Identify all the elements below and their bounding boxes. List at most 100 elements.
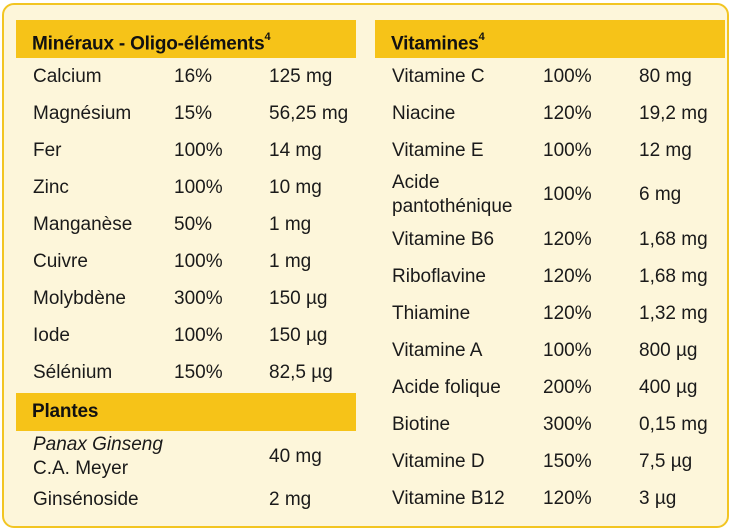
- mineral-pct: 150%: [174, 362, 223, 383]
- plant-name-line2: C.A. Meyer: [33, 458, 129, 479]
- mineral-name: Iode: [33, 325, 70, 346]
- vitamin-pct: 300%: [543, 414, 592, 435]
- mineral-pct: 100%: [174, 325, 223, 346]
- plants-header: Plantes: [16, 393, 356, 431]
- mineral-amount: 1 mg: [269, 251, 312, 272]
- mineral-amount: 150 µg: [269, 288, 328, 309]
- mineral-amount: 1 mg: [269, 214, 312, 235]
- vitamin-name: Vitamine D: [392, 451, 485, 472]
- plant-row-ginsenoside: Ginsénoside 2 mg: [16, 482, 356, 518]
- mineral-row-cuivre: Cuivre 100% 1 mg: [16, 243, 356, 280]
- mineral-row-manganese: Manganèse 50% 1 mg: [16, 206, 356, 243]
- vitamin-row-d: Vitamine D 150% 7,5 µg: [375, 443, 725, 480]
- mineral-row-selenium: Sélénium 150% 82,5 µg: [16, 354, 356, 391]
- plant-name: Panax Ginseng C.A. Meyer: [33, 433, 163, 481]
- vitamin-name: Vitamine A: [392, 340, 483, 361]
- vitamin-name: Biotine: [392, 414, 451, 435]
- mineral-pct: 300%: [174, 288, 223, 309]
- vitamin-row-thiamine: Thiamine 120% 1,32 mg: [375, 295, 725, 332]
- vitamin-amount: 80 mg: [639, 66, 692, 87]
- minerals-title: Minéraux - Oligo-éléments: [32, 33, 265, 55]
- mineral-name: Calcium: [33, 66, 102, 87]
- vitamin-amount: 400 µg: [639, 377, 698, 398]
- mineral-amount: 125 mg: [269, 66, 333, 87]
- vitamin-amount: 6 mg: [639, 184, 682, 205]
- vitamin-amount: 1,68 mg: [639, 229, 708, 250]
- vitamin-row-niacine: Niacine 120% 19,2 mg: [375, 95, 725, 132]
- vitamins-title-sup: 4: [478, 31, 485, 43]
- mineral-row-molybdene: Molybdène 300% 150 µg: [16, 280, 356, 317]
- vitamin-row-folique: Acide folique 200% 400 µg: [375, 369, 725, 406]
- mineral-pct: 100%: [174, 251, 223, 272]
- mineral-pct: 100%: [174, 140, 223, 161]
- mineral-row-zinc: Zinc 100% 10 mg: [16, 169, 356, 206]
- vitamin-amount: 0,15 mg: [639, 414, 708, 435]
- mineral-name: Fer: [33, 140, 62, 161]
- mineral-name: Sélénium: [33, 362, 113, 383]
- mineral-amount: 14 mg: [269, 140, 322, 161]
- mineral-amount: 82,5 µg: [269, 362, 333, 383]
- vitamin-row-c: Vitamine C 100% 80 mg: [375, 58, 725, 95]
- vitamin-amount: 12 mg: [639, 140, 692, 161]
- vitamin-pct: 120%: [543, 103, 592, 124]
- vitamin-row-e: Vitamine E 100% 12 mg: [375, 132, 725, 169]
- vitamin-name: Vitamine C: [392, 66, 485, 87]
- mineral-pct: 50%: [174, 214, 213, 235]
- vitamin-name: Riboflavine: [392, 266, 486, 287]
- vitamin-pct: 100%: [543, 340, 592, 361]
- vitamin-amount: 800 µg: [639, 340, 698, 361]
- vitamin-name-line1: Acide: [392, 172, 440, 193]
- mineral-row-calcium: Calcium 16% 125 mg: [16, 58, 356, 95]
- vitamin-name-line2: pantothénique: [392, 196, 513, 217]
- vitamin-pct: 150%: [543, 451, 592, 472]
- vitamin-pct: 100%: [543, 184, 592, 205]
- left-column: Minéraux - Oligo-éléments4 Calcium 16% 1…: [16, 20, 356, 518]
- mineral-row-iode: Iode 100% 150 µg: [16, 317, 356, 354]
- nutrition-panel: Minéraux - Oligo-éléments4 Calcium 16% 1…: [2, 3, 729, 528]
- right-column: Vitamines4 Vitamine C 100% 80 mg Niacine…: [375, 20, 725, 517]
- vitamin-name: Vitamine B6: [392, 229, 495, 250]
- mineral-name: Magnésium: [33, 103, 132, 124]
- mineral-row-fer: Fer 100% 14 mg: [16, 132, 356, 169]
- mineral-pct: 15%: [174, 103, 213, 124]
- vitamin-row-biotine: Biotine 300% 0,15 mg: [375, 406, 725, 443]
- vitamin-pct: 200%: [543, 377, 592, 398]
- vitamin-name: Acide pantothénique: [392, 171, 512, 219]
- vitamins-title: Vitamines: [391, 33, 479, 55]
- vitamin-amount: 3 µg: [639, 488, 677, 509]
- mineral-name: Zinc: [33, 177, 69, 198]
- mineral-amount: 10 mg: [269, 177, 322, 198]
- mineral-row-magnesium: Magnésium 15% 56,25 mg: [16, 95, 356, 132]
- vitamin-amount: 7,5 µg: [639, 451, 693, 472]
- vitamin-amount: 1,68 mg: [639, 266, 708, 287]
- minerals-header: Minéraux - Oligo-éléments4: [16, 20, 356, 58]
- vitamins-header: Vitamines4: [375, 20, 725, 58]
- vitamin-name: Niacine: [392, 103, 456, 124]
- mineral-name: Manganèse: [33, 214, 133, 235]
- vitamin-name: Thiamine: [392, 303, 471, 324]
- vitamin-row-a: Vitamine A 100% 800 µg: [375, 332, 725, 369]
- plants-title: Plantes: [32, 401, 99, 422]
- minerals-title-sup: 4: [264, 31, 271, 43]
- vitamin-pct: 120%: [543, 229, 592, 250]
- vitamin-pct: 120%: [543, 488, 592, 509]
- mineral-amount: 150 µg: [269, 325, 328, 346]
- vitamin-amount: 19,2 mg: [639, 103, 708, 124]
- mineral-pct: 16%: [174, 66, 213, 87]
- mineral-amount: 56,25 mg: [269, 103, 349, 124]
- vitamin-row-pantothenique: Acide pantothénique 100% 6 mg: [375, 169, 725, 221]
- vitamin-pct: 120%: [543, 266, 592, 287]
- vitamin-row-b6: Vitamine B6 120% 1,68 mg: [375, 221, 725, 258]
- vitamin-name: Vitamine B12: [392, 488, 505, 509]
- vitamin-pct: 100%: [543, 140, 592, 161]
- plant-name-line1: Panax Ginseng: [33, 434, 163, 455]
- plant-amount: 40 mg: [269, 446, 322, 467]
- vitamin-name: Vitamine E: [392, 140, 484, 161]
- vitamin-amount: 1,32 mg: [639, 303, 708, 324]
- vitamin-pct: 120%: [543, 303, 592, 324]
- mineral-name: Cuivre: [33, 251, 88, 272]
- plant-row-ginseng: Panax Ginseng C.A. Meyer 40 mg: [16, 431, 356, 482]
- vitamin-row-b12: Vitamine B12 120% 3 µg: [375, 480, 725, 517]
- vitamin-pct: 100%: [543, 66, 592, 87]
- vitamin-name: Acide folique: [392, 377, 501, 398]
